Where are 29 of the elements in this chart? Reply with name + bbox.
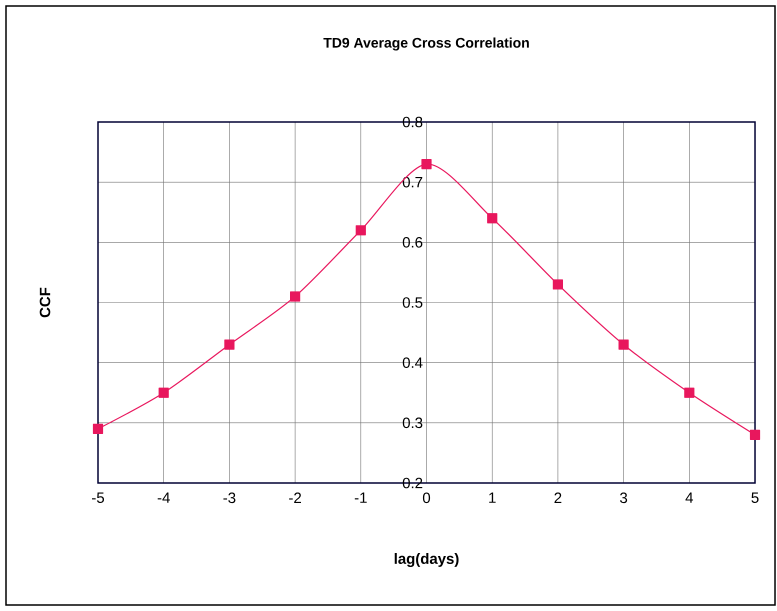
- chart-title: TD9 Average Cross Correlation: [323, 37, 529, 51]
- y-tick-label: 0.4: [402, 357, 423, 368]
- x-tick-label: -4: [158, 492, 170, 503]
- point: [421, 159, 432, 170]
- point: [158, 388, 169, 398]
- y-tick-label: 0.5: [402, 297, 422, 308]
- x-tick-label: -3: [223, 492, 236, 504]
- x-tick-label: 4: [686, 492, 694, 503]
- y-tick-label: 0.3: [402, 418, 422, 428]
- point: [92, 424, 104, 434]
- point: [356, 225, 366, 236]
- point: [618, 340, 629, 350]
- point: [684, 388, 694, 398]
- point: [750, 430, 760, 440]
- x-tick-label: -5: [92, 492, 104, 503]
- x-tick-label: 1: [489, 492, 496, 503]
- point: [487, 213, 498, 224]
- point: [290, 291, 300, 302]
- y-tick-label: 0.6: [402, 237, 422, 248]
- x-tick-label: -2: [289, 492, 301, 503]
- x-tick-label: 5: [751, 492, 759, 503]
- x-tick-label: 3: [620, 492, 628, 504]
- x-tick-label: 2: [554, 492, 562, 503]
- x-tick-label: 0: [422, 492, 430, 504]
- x-axis-title: lag(days): [394, 553, 459, 568]
- y-axis-title: CCF: [40, 288, 50, 318]
- point: [552, 279, 564, 290]
- x-tick-label: -1: [354, 492, 367, 503]
- point: [224, 340, 234, 350]
